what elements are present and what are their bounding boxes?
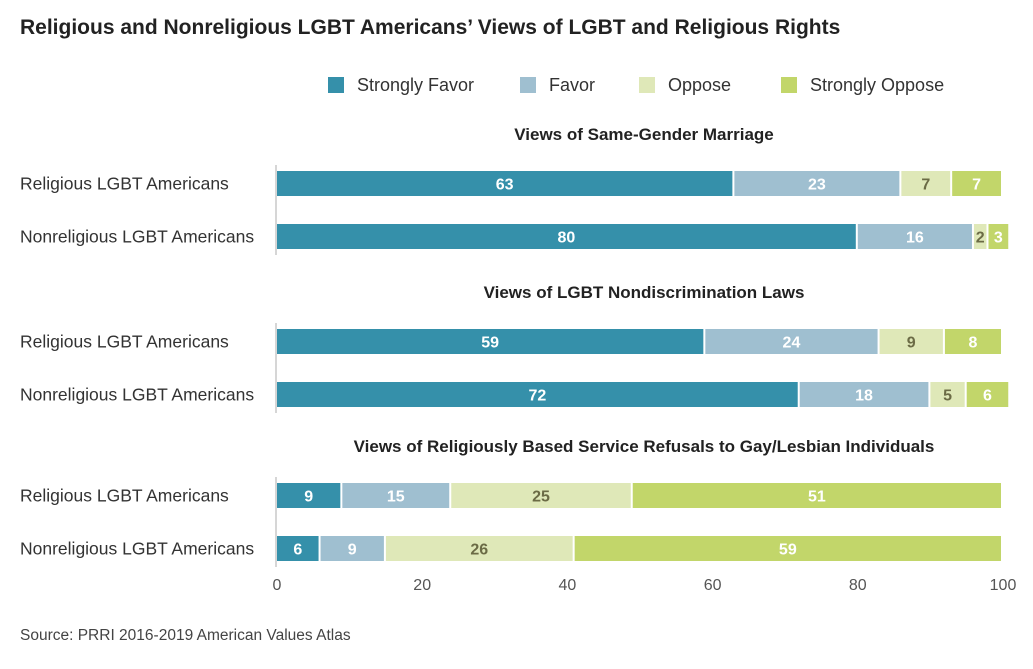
x-tick-label: 0 bbox=[273, 577, 282, 594]
bar-segment-strongly-favor bbox=[277, 483, 341, 508]
x-tick-label: 40 bbox=[559, 577, 577, 594]
x-tick-label: 20 bbox=[413, 577, 431, 594]
bar-value-label: 5 bbox=[943, 388, 952, 405]
legend-swatch bbox=[639, 77, 655, 93]
bar-segment-favor bbox=[857, 224, 972, 249]
bar-value-label: 59 bbox=[779, 542, 797, 559]
bar-value-label: 25 bbox=[532, 489, 550, 506]
bar-segment-strongly-oppose bbox=[952, 171, 1001, 196]
bar-segment-strongly-favor bbox=[277, 329, 704, 354]
bar-value-label: 7 bbox=[921, 177, 930, 194]
bar-row: Nonreligious LGBT Americans 80 16 2 3 bbox=[20, 224, 1009, 249]
bar-value-label: 24 bbox=[783, 335, 801, 352]
legend-swatch bbox=[328, 77, 344, 93]
legend-item-0: Strongly Favor bbox=[328, 75, 474, 95]
panel-title: Views of LGBT Nondiscrimination Laws bbox=[484, 283, 805, 302]
panel-0: Views of Same-Gender Marriage Religious L… bbox=[20, 125, 1009, 255]
bar-segment-favor bbox=[320, 536, 384, 561]
bar-value-label: 80 bbox=[558, 230, 576, 247]
category-label: Nonreligious LGBT Americans bbox=[20, 539, 254, 559]
bar-value-label: 9 bbox=[907, 335, 916, 352]
bar-segment-oppose bbox=[879, 329, 943, 354]
bar-segment-strongly-oppose bbox=[944, 329, 1001, 354]
bar-value-label: 18 bbox=[855, 388, 873, 405]
panel-title: Views of Religiously Based Service Refus… bbox=[354, 437, 935, 456]
bar-value-label: 6 bbox=[293, 542, 302, 559]
bar-segment-oppose bbox=[973, 224, 987, 249]
x-tick-label: 100 bbox=[990, 577, 1017, 594]
bar-segment-favor bbox=[705, 329, 878, 354]
bar-segment-strongly-favor bbox=[277, 536, 319, 561]
category-label: Religious LGBT Americans bbox=[20, 332, 229, 352]
legend-swatch bbox=[781, 77, 797, 93]
bar-value-label: 23 bbox=[808, 177, 826, 194]
category-label: Nonreligious LGBT Americans bbox=[20, 227, 254, 247]
bar-row: Nonreligious LGBT Americans 72 18 5 6 bbox=[20, 382, 1009, 407]
bar-segment-strongly-favor bbox=[277, 171, 733, 196]
legend-label: Favor bbox=[549, 75, 595, 95]
bar-row: Religious LGBT Americans 59 24 9 8 bbox=[20, 329, 1001, 354]
bar-segment-oppose bbox=[930, 382, 965, 407]
x-axis: 0 20 40 60 80 100 bbox=[273, 577, 1017, 594]
legend: Strongly Favor Favor Oppose Strongly Oppose bbox=[328, 75, 944, 95]
bar-segment-favor bbox=[734, 171, 900, 196]
bar-value-label: 2 bbox=[976, 230, 985, 247]
bar-segment-strongly-oppose bbox=[574, 536, 1001, 561]
bar-value-label: 63 bbox=[496, 177, 514, 194]
chart-title: Religious and Nonreligious LGBT American… bbox=[20, 16, 840, 39]
bar-value-label: 9 bbox=[304, 489, 313, 506]
bar-segment-oppose bbox=[385, 536, 573, 561]
bar-value-label: 59 bbox=[481, 335, 499, 352]
panel-title: Views of Same-Gender Marriage bbox=[514, 125, 774, 144]
bar-segment-oppose bbox=[451, 483, 631, 508]
panel-1: Views of LGBT Nondiscrimination Laws Reli… bbox=[20, 283, 1009, 413]
bar-segment-strongly-favor bbox=[277, 224, 856, 249]
source-note: Source: PRRI 2016-2019 American Values A… bbox=[20, 627, 351, 644]
bar-row: Nonreligious LGBT Americans 6 9 26 59 bbox=[20, 536, 1001, 561]
bar-value-label: 7 bbox=[972, 177, 981, 194]
bar-segment-strongly-oppose bbox=[966, 382, 1009, 407]
category-label: Nonreligious LGBT Americans bbox=[20, 385, 254, 405]
x-tick-label: 60 bbox=[704, 577, 722, 594]
bar-value-label: 51 bbox=[808, 489, 826, 506]
bar-value-label: 9 bbox=[348, 542, 357, 559]
bar-segment-strongly-favor bbox=[277, 382, 798, 407]
bar-value-label: 8 bbox=[969, 335, 978, 352]
bar-segment-strongly-oppose bbox=[988, 224, 1009, 249]
bar-value-label: 16 bbox=[906, 230, 924, 247]
legend-label: Strongly Oppose bbox=[810, 75, 944, 95]
bar-segment-favor bbox=[799, 382, 929, 407]
bar-value-label: 6 bbox=[983, 388, 992, 405]
bar-value-label: 72 bbox=[528, 388, 546, 405]
bar-value-label: 15 bbox=[387, 489, 405, 506]
bar-segment-oppose bbox=[901, 171, 951, 196]
legend-label: Strongly Favor bbox=[357, 75, 474, 95]
bar-value-label: 26 bbox=[470, 542, 488, 559]
x-tick-label: 80 bbox=[849, 577, 867, 594]
legend-label: Oppose bbox=[668, 75, 731, 95]
category-label: Religious LGBT Americans bbox=[20, 486, 229, 506]
panel-2: Views of Religiously Based Service Refus… bbox=[20, 437, 1001, 567]
legend-item-2: Oppose bbox=[639, 75, 731, 95]
legend-item-3: Strongly Oppose bbox=[781, 75, 944, 95]
category-label: Religious LGBT Americans bbox=[20, 174, 229, 194]
panels: Views of Same-Gender Marriage Religious L… bbox=[20, 125, 1009, 567]
bar-segment-favor bbox=[342, 483, 450, 508]
bar-segment-strongly-oppose bbox=[632, 483, 1001, 508]
bar-value-label: 3 bbox=[994, 230, 1003, 247]
legend-item-1: Favor bbox=[520, 75, 595, 95]
bar-row: Religious LGBT Americans 9 15 25 51 bbox=[20, 483, 1001, 508]
legend-swatch bbox=[520, 77, 536, 93]
bar-row: Religious LGBT Americans 63 23 7 7 bbox=[20, 171, 1001, 196]
